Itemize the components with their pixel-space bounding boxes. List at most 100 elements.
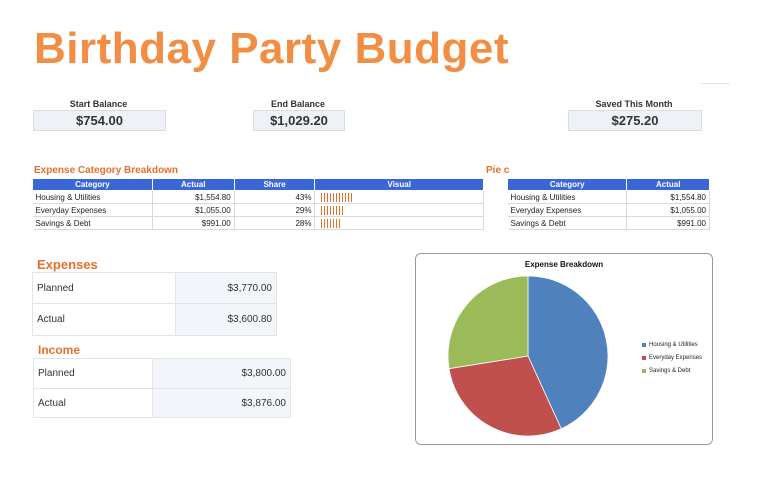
legend-label: Everyday Expenses <box>649 354 703 361</box>
saved-this-month-label: Saved This Month <box>595 99 673 109</box>
expenses-actual-value[interactable]: $3,600.80 <box>174 304 276 335</box>
share-tick <box>327 218 329 228</box>
share-tick <box>336 192 338 202</box>
divider <box>700 83 730 84</box>
page-title: Birthday Party Budget <box>34 24 510 73</box>
expenses-title: Expenses <box>37 257 98 272</box>
table-header-row: Category Actual Share Visual <box>32 178 484 191</box>
column-header[interactable]: Visual <box>314 178 484 191</box>
legend-swatch <box>642 368 646 373</box>
pie-slice-everyday-expenses[interactable] <box>448 355 562 437</box>
breakdown-table: Category Actual Share Visual Housing & U… <box>32 178 484 230</box>
table-row: Everyday Expenses $1,055.00 <box>507 203 710 217</box>
legend-swatch <box>642 355 646 360</box>
pie-slice-housing-utilities[interactable] <box>527 275 609 430</box>
share-bar <box>321 218 342 228</box>
legend-item[interactable]: Everyday Expenses <box>642 351 710 364</box>
chart-title: Expense Breakdown <box>524 260 604 269</box>
share-tick <box>333 205 335 215</box>
share-tick <box>333 218 335 228</box>
end-balance-label: End Balance <box>270 99 326 109</box>
category-cell[interactable]: Savings & Debt <box>507 216 628 230</box>
income-summary: Planned $3,800.00 Actual $3,876.00 <box>33 358 291 418</box>
share-bar <box>321 205 345 215</box>
visual-cell[interactable] <box>314 216 484 230</box>
share-tick <box>345 192 347 202</box>
income-planned-value[interactable]: $3,800.00 <box>152 359 290 388</box>
share-tick <box>339 218 341 228</box>
share-tick <box>339 192 341 202</box>
expenses-planned-value[interactable]: $3,770.00 <box>174 273 276 303</box>
actual-cell[interactable]: $1,055.00 <box>626 203 710 217</box>
column-header[interactable]: Share <box>233 178 316 191</box>
column-header[interactable]: Actual <box>151 178 235 191</box>
legend-item[interactable]: Savings & Debt <box>642 364 710 377</box>
pie-chart-svg <box>447 275 609 437</box>
visual-cell[interactable] <box>314 190 484 204</box>
start-balance-value[interactable]: $754.00 <box>33 110 166 131</box>
legend-item[interactable]: Housing & Utilities <box>642 338 710 351</box>
legend-label: Housing & Utilities <box>649 341 698 348</box>
share-tick <box>327 205 329 215</box>
category-cell[interactable]: Housing & Utilities <box>507 190 628 204</box>
actual-cell[interactable]: $991.00 <box>626 216 710 230</box>
income-title: Income <box>38 343 81 357</box>
share-tick <box>330 192 332 202</box>
share-tick <box>348 192 350 202</box>
share-tick <box>336 205 338 215</box>
actual-cell[interactable]: $991.00 <box>152 216 235 230</box>
table-row: Savings & Debt $991.00 28% <box>32 216 484 230</box>
expenses-actual-label: Actual <box>37 314 65 325</box>
actual-cell[interactable]: $1,055.00 <box>152 203 235 217</box>
share-tick <box>330 205 332 215</box>
share-tick <box>342 205 344 215</box>
pie-slice-savings-debt[interactable] <box>447 275 529 370</box>
income-planned-label: Planned <box>38 368 75 379</box>
actual-cell[interactable]: $1,554.80 <box>152 190 235 204</box>
visual-cell[interactable] <box>314 203 484 217</box>
share-tick <box>324 192 326 202</box>
expenses-summary: Planned $3,770.00 Actual $3,600.80 <box>32 272 277 336</box>
breakdown-title: Expense Category Breakdown <box>34 165 178 176</box>
category-cell[interactable]: Housing & Utilities <box>32 190 153 204</box>
share-tick <box>324 218 326 228</box>
pie-data-table: Category Actual Housing & Utilities $1,5… <box>506 178 710 230</box>
share-tick <box>330 218 332 228</box>
share-tick <box>321 218 323 228</box>
income-actual-row: Actual $3,876.00 <box>34 389 290 417</box>
expenses-planned-row: Planned $3,770.00 <box>33 273 276 304</box>
category-cell[interactable]: Everyday Expenses <box>32 203 153 217</box>
share-tick <box>321 205 323 215</box>
share-bar <box>321 192 354 202</box>
actual-cell[interactable]: $1,554.80 <box>626 190 710 204</box>
column-header[interactable]: Category <box>32 178 153 191</box>
income-actual-value[interactable]: $3,876.00 <box>152 389 290 417</box>
share-cell[interactable]: 28% <box>234 216 316 230</box>
saved-this-month-value[interactable]: $275.20 <box>568 110 702 131</box>
share-tick <box>321 192 323 202</box>
legend-swatch <box>642 342 646 347</box>
share-tick <box>327 192 329 202</box>
end-balance-value[interactable]: $1,029.20 <box>253 110 345 131</box>
category-cell[interactable]: Everyday Expenses <box>507 203 628 217</box>
share-tick <box>324 205 326 215</box>
table-row: Everyday Expenses $1,055.00 29% <box>32 203 484 217</box>
income-actual-label: Actual <box>38 397 66 409</box>
table-row: Housing & Utilities $1,554.80 <box>507 190 710 204</box>
share-tick <box>333 192 335 202</box>
share-tick <box>339 205 341 215</box>
category-cell[interactable]: Savings & Debt <box>32 216 153 230</box>
column-header[interactable]: Category <box>506 178 628 191</box>
table-header-row: Category Actual <box>506 178 710 191</box>
share-cell[interactable]: 43% <box>234 190 316 204</box>
expenses-actual-row: Actual $3,600.80 <box>33 304 276 335</box>
legend-label: Savings & Debt <box>649 367 691 374</box>
table-row: Housing & Utilities $1,554.80 43% <box>32 190 484 204</box>
share-tick <box>351 192 353 202</box>
expense-breakdown-chart[interactable]: Expense Breakdown Housing & Utilities Ev… <box>415 253 713 445</box>
pie-table-title: Pie c <box>486 165 510 176</box>
share-cell[interactable]: 29% <box>234 203 316 217</box>
column-header[interactable]: Actual <box>626 178 710 191</box>
share-tick <box>342 192 344 202</box>
chart-legend: Housing & Utilities Everyday Expenses Sa… <box>642 338 710 377</box>
